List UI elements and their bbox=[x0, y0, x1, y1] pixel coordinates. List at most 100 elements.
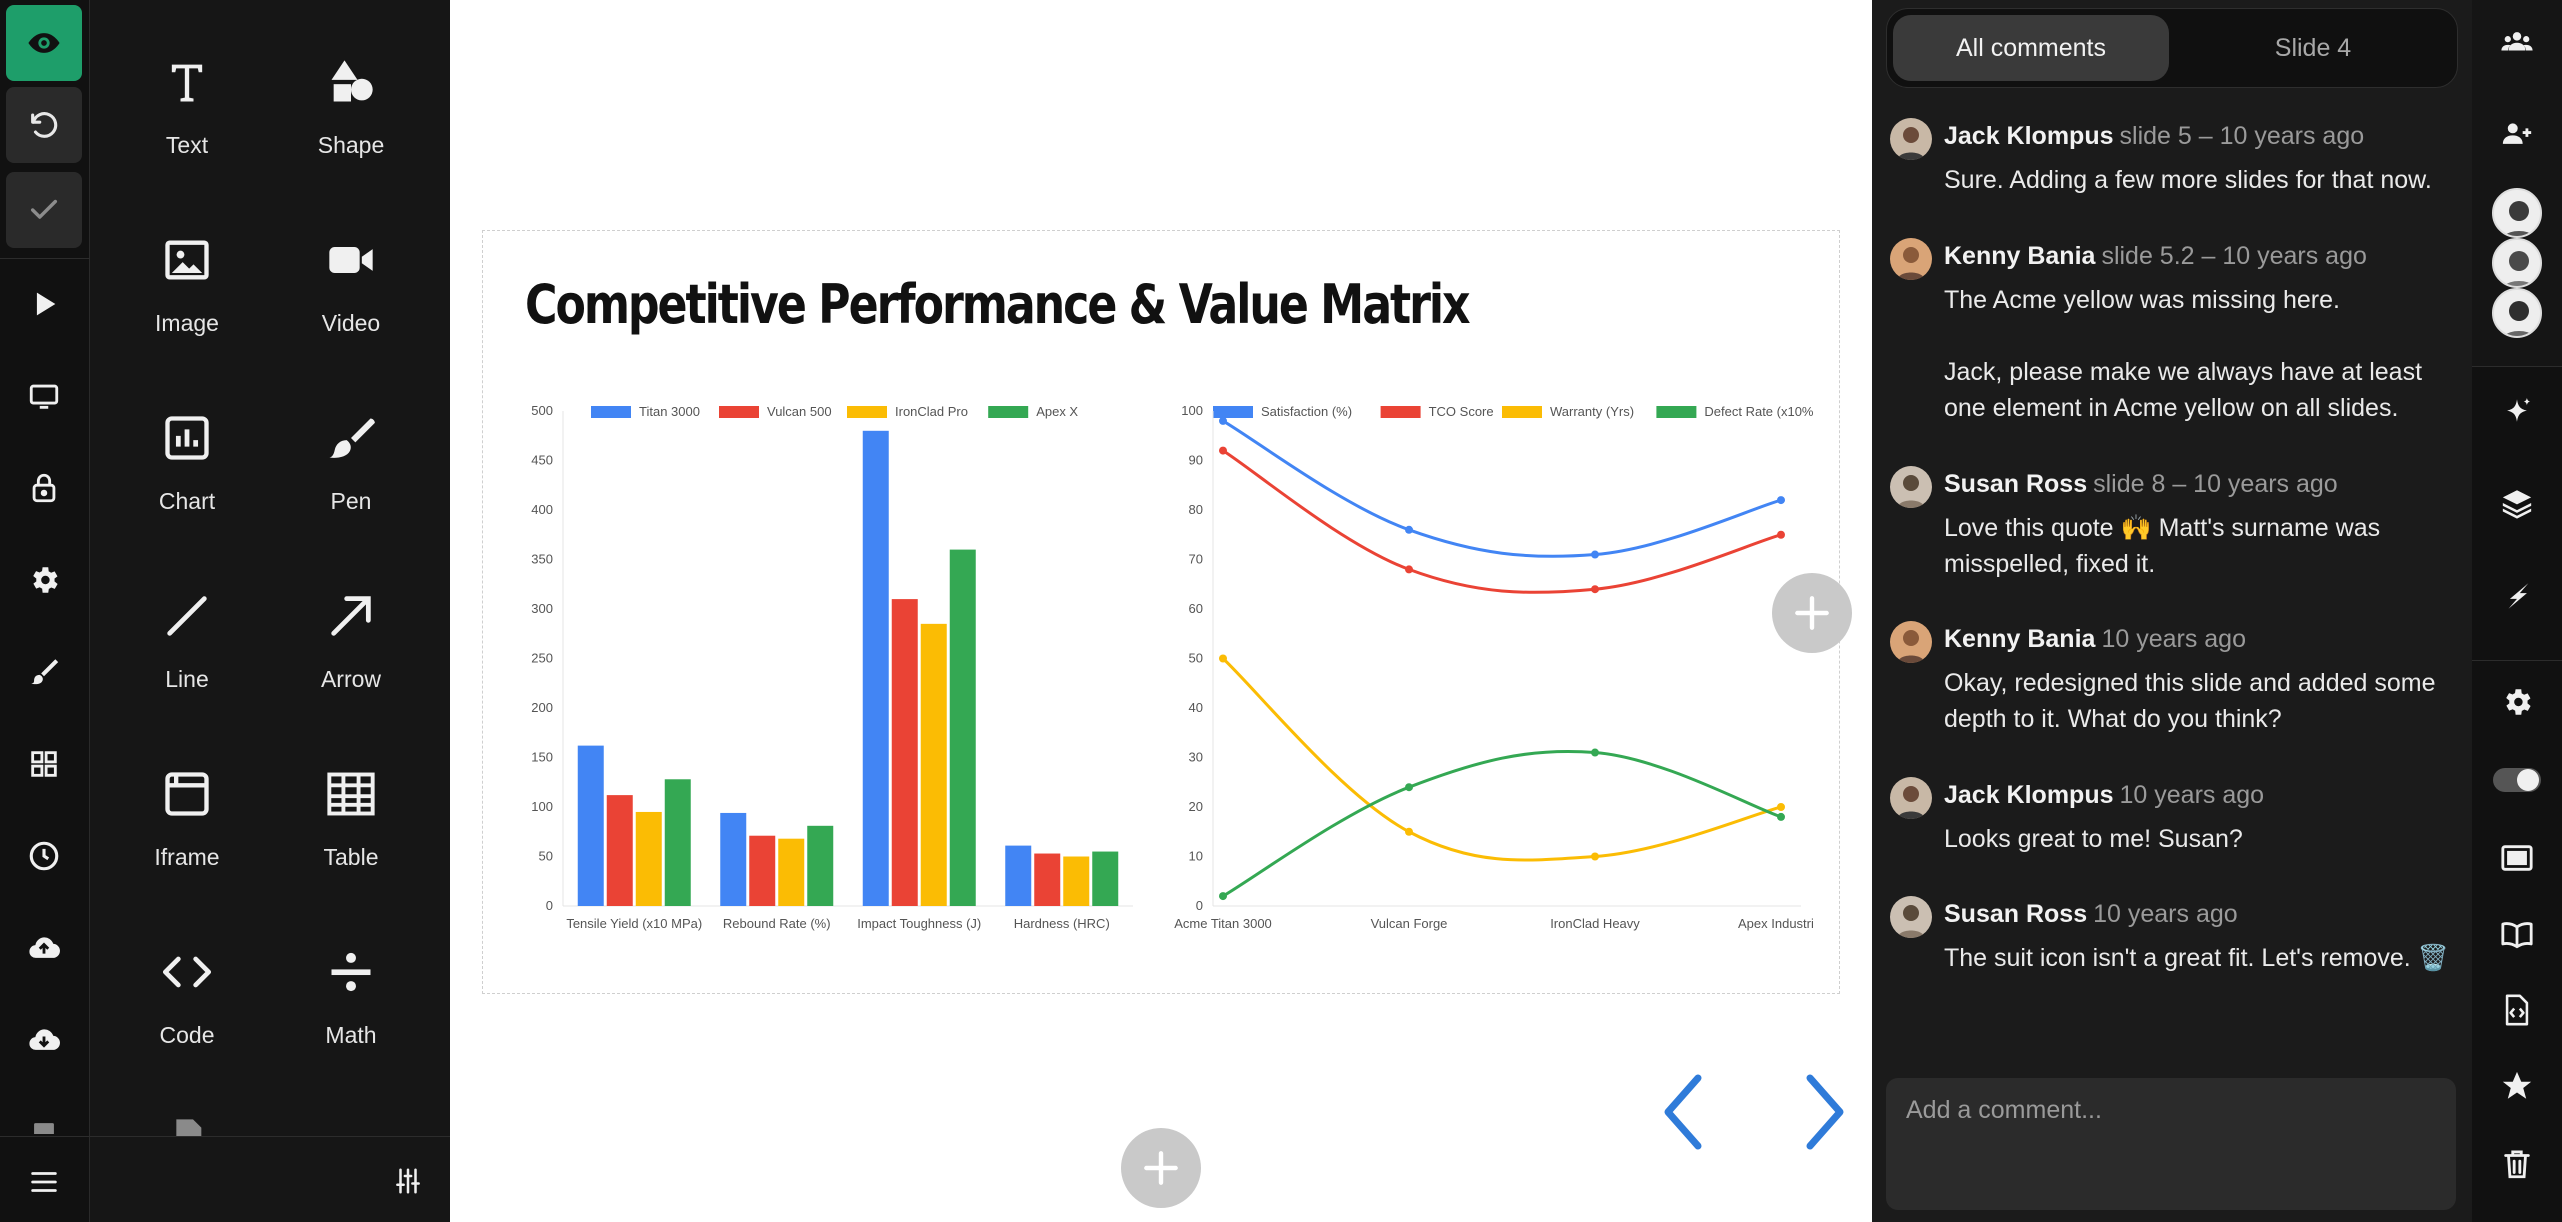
collaborator-avatar[interactable] bbox=[2492, 288, 2542, 338]
comment-author[interactable]: Jack Klompus bbox=[1944, 781, 2114, 809]
image-icon bbox=[155, 228, 219, 292]
bar bbox=[949, 549, 976, 906]
collaborator-avatar[interactable] bbox=[2492, 238, 2542, 288]
tab-slide-4[interactable]: Slide 4 bbox=[2274, 33, 2352, 62]
comment-meta: slide 8 – 10 years ago bbox=[2093, 470, 2338, 498]
comment-meta: slide 5 – 10 years ago bbox=[2119, 122, 2365, 150]
code-icon bbox=[155, 940, 219, 1004]
rail-divider bbox=[0, 1136, 90, 1137]
layouts-button[interactable] bbox=[6, 726, 82, 802]
more-tools-icon bbox=[168, 1116, 208, 1136]
y-tick-label: 40 bbox=[1189, 700, 1203, 715]
settings-button[interactable] bbox=[6, 542, 82, 618]
tool-video[interactable]: Video bbox=[271, 210, 431, 360]
slide-settings-button[interactable] bbox=[2485, 670, 2549, 734]
add-slide-right-button[interactable] bbox=[1772, 573, 1852, 653]
play-button[interactable] bbox=[6, 266, 82, 342]
present-button[interactable] bbox=[6, 358, 82, 434]
data-point bbox=[1777, 812, 1785, 821]
done-button[interactable] bbox=[6, 172, 82, 248]
y-tick-label: 10 bbox=[1189, 849, 1203, 864]
tool-line[interactable]: Line bbox=[107, 566, 267, 716]
collaborator-avatar[interactable] bbox=[2492, 188, 2542, 238]
ai-button[interactable] bbox=[2485, 380, 2549, 444]
screen-button[interactable] bbox=[2485, 826, 2549, 890]
bar bbox=[891, 599, 918, 906]
upload-button[interactable] bbox=[6, 910, 82, 986]
y-tick-label: 0 bbox=[1196, 898, 1203, 913]
slide-title[interactable]: Competitive Performance & Value Matrix bbox=[525, 273, 1471, 336]
tool-table[interactable]: Table bbox=[271, 744, 431, 894]
comment-input[interactable] bbox=[1886, 1078, 2456, 1210]
theme-button[interactable] bbox=[6, 634, 82, 710]
avatar[interactable] bbox=[1890, 466, 1932, 508]
comment-author[interactable]: Susan Ross bbox=[1944, 900, 2088, 928]
avatar[interactable] bbox=[1890, 896, 1932, 938]
legend-label: IronClad Pro bbox=[895, 404, 968, 419]
tool-image[interactable]: Image bbox=[107, 210, 267, 360]
team-button[interactable] bbox=[2485, 10, 2549, 74]
slide-canvas[interactable]: Competitive Performance & Value Matrix T… bbox=[482, 230, 1840, 994]
eye-icon bbox=[28, 33, 60, 53]
gear-icon bbox=[33, 567, 58, 593]
tool-text[interactable]: Text bbox=[107, 32, 267, 182]
undo-button[interactable] bbox=[6, 87, 82, 163]
next-slide-button[interactable] bbox=[1800, 1072, 1848, 1152]
sparkle-icon bbox=[2507, 397, 2531, 422]
avatar[interactable] bbox=[1890, 238, 1932, 280]
animate-button[interactable] bbox=[2485, 564, 2549, 628]
tool-chart[interactable]: Chart bbox=[107, 388, 267, 538]
invite-button[interactable] bbox=[2485, 102, 2549, 166]
collaborators-section bbox=[2472, 0, 2562, 366]
preview-button[interactable] bbox=[6, 5, 82, 81]
tool-pen[interactable]: Pen bbox=[271, 388, 431, 538]
data-point bbox=[1777, 530, 1785, 539]
embed-button[interactable] bbox=[2485, 978, 2549, 1042]
plus-icon bbox=[1144, 1151, 1178, 1185]
rail-divider bbox=[0, 258, 90, 259]
tab-all-comments[interactable]: All comments bbox=[1893, 15, 2169, 81]
comment-meta: 10 years ago bbox=[2093, 900, 2238, 928]
cloud-download-icon bbox=[29, 1029, 60, 1050]
math-icon bbox=[319, 940, 383, 1004]
comment-author[interactable]: Susan Ross bbox=[1944, 470, 2088, 498]
file-code-icon bbox=[2505, 994, 2529, 1026]
previous-slide-button[interactable] bbox=[1660, 1072, 1708, 1152]
avatar[interactable] bbox=[1890, 777, 1932, 819]
data-point bbox=[1405, 783, 1413, 792]
download-button[interactable] bbox=[6, 1002, 82, 1078]
y-tick-label: 100 bbox=[531, 799, 553, 814]
line-chart[interactable]: Satisfaction (%) TCO Score Warranty (Yrs) D… bbox=[1173, 386, 1813, 956]
brush-icon bbox=[31, 659, 59, 685]
y-tick-label: 500 bbox=[531, 403, 553, 418]
tool-iframe[interactable]: Iframe bbox=[107, 744, 267, 894]
lock-icon bbox=[32, 473, 56, 503]
add-slide-below-button[interactable] bbox=[1121, 1128, 1201, 1208]
tool-shape[interactable]: Shape bbox=[271, 32, 431, 182]
bar bbox=[720, 812, 747, 906]
main-menu-button[interactable] bbox=[6, 1144, 82, 1220]
comment-author[interactable]: Jack Klompus bbox=[1944, 122, 2114, 150]
toggle-switch[interactable] bbox=[2485, 748, 2549, 812]
history-button[interactable] bbox=[6, 818, 82, 894]
delete-button[interactable] bbox=[2485, 1132, 2549, 1196]
avatar[interactable] bbox=[1890, 118, 1932, 160]
bar-chart[interactable]: Titan 3000 Vulcan 500 IronClad Pro Apex X 0 5… bbox=[513, 386, 1148, 956]
comment-author[interactable]: Kenny Bania bbox=[1944, 625, 2096, 653]
tool-arrow[interactable]: Arrow bbox=[271, 566, 431, 716]
screen-icon bbox=[2501, 845, 2533, 871]
comment-author[interactable]: Kenny Bania bbox=[1944, 242, 2096, 270]
avatar[interactable] bbox=[1890, 621, 1932, 663]
bar bbox=[577, 745, 604, 906]
lock-button[interactable] bbox=[6, 450, 82, 526]
y-tick-label: 0 bbox=[546, 898, 553, 913]
tool-settings-button[interactable] bbox=[388, 1161, 428, 1201]
favorite-button[interactable] bbox=[2485, 1054, 2549, 1118]
tool-code[interactable]: Code bbox=[107, 922, 267, 1072]
y-tick-label: 150 bbox=[531, 750, 553, 765]
notes-button[interactable] bbox=[2485, 902, 2549, 966]
layers-button[interactable] bbox=[2485, 471, 2549, 535]
more-rail-button[interactable] bbox=[6, 1094, 82, 1134]
tool-math[interactable]: Math bbox=[271, 922, 431, 1072]
y-tick-label: 300 bbox=[531, 601, 553, 616]
